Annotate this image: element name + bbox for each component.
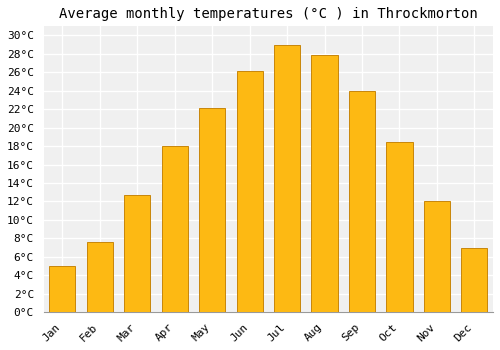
Title: Average monthly temperatures (°C ) in Throckmorton: Average monthly temperatures (°C ) in Th…	[59, 7, 478, 21]
Bar	[124, 195, 150, 312]
Bar	[349, 91, 375, 312]
Bar	[50, 266, 76, 312]
Bar	[199, 108, 226, 312]
Bar	[236, 70, 262, 312]
Bar	[424, 201, 450, 312]
Bar	[274, 45, 300, 312]
Bar	[386, 142, 412, 312]
Bar	[312, 55, 338, 312]
Bar	[86, 242, 113, 312]
Bar	[461, 248, 487, 312]
Bar	[162, 146, 188, 312]
